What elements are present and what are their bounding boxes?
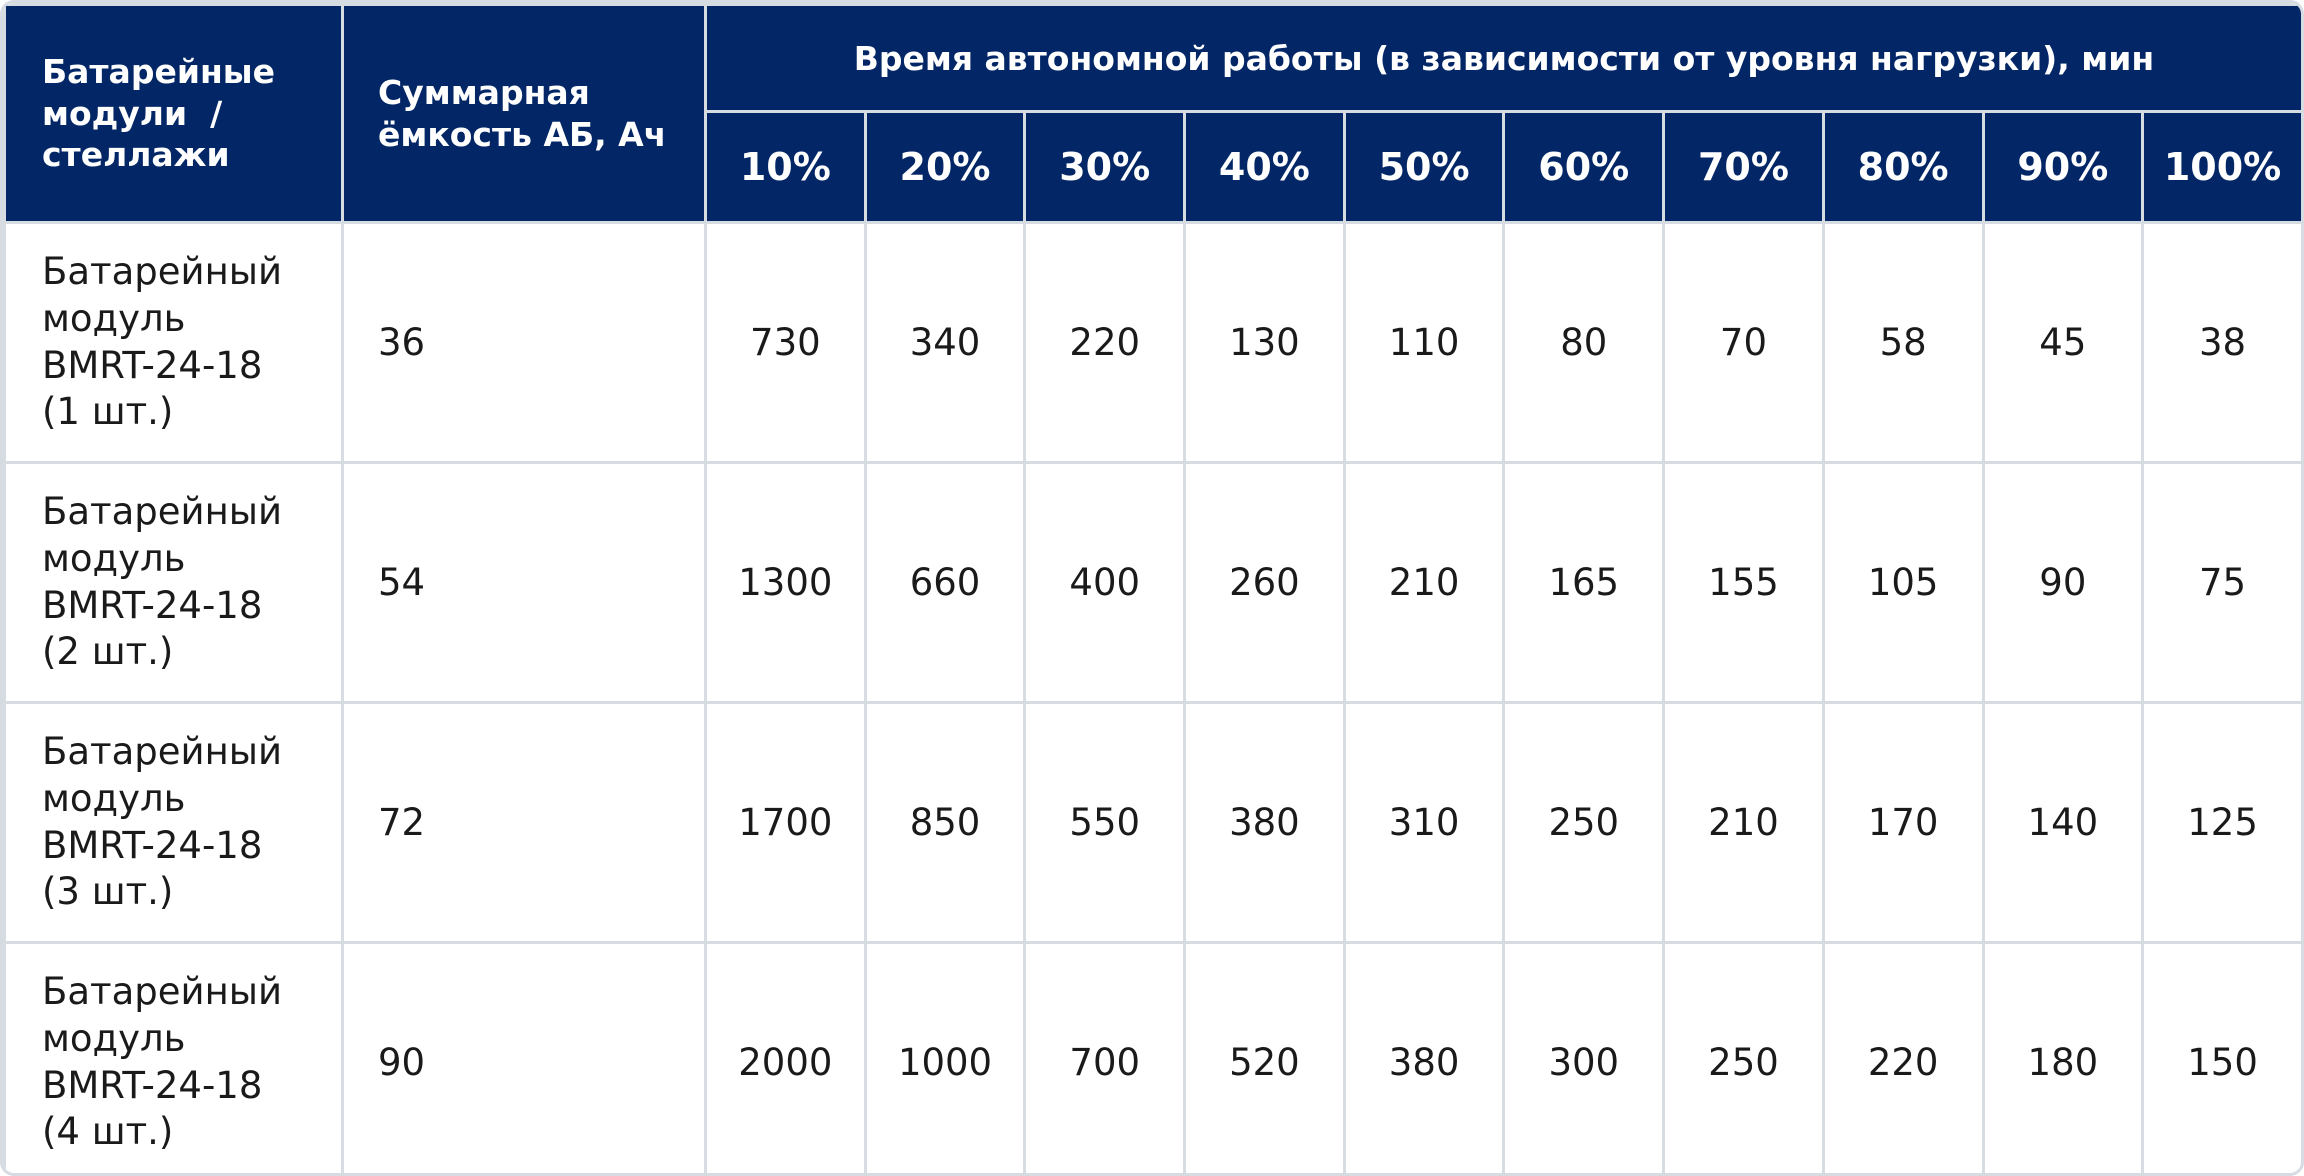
runtime-cell: 380 — [1183, 701, 1346, 944]
runtime-cell: 380 — [1342, 941, 1506, 1173]
module-name-line: (4 шт.) — [42, 1110, 174, 1154]
runtime-cell: 38 — [2141, 221, 2301, 464]
table-header: Батарейные модули / стеллажи Суммарная ё… — [3, 3, 2301, 224]
module-name-cell: Батарейный модуль BMRT-24-18 (1 шт.) — [3, 221, 344, 464]
module-name-cell: Батарейный модуль BMRT-24-18 (3 шт.) — [3, 701, 344, 944]
header-load-10: 10% — [704, 110, 867, 224]
header-line: ёмкость АБ, Ач — [378, 114, 667, 154]
module-name-line: модуль — [42, 1016, 186, 1060]
runtime-cell: 660 — [863, 461, 1027, 704]
table-row: Батарейный модуль BMRT-24-18 (1 шт.) 36 730 34… — [3, 221, 2301, 464]
module-name-line: BMRT-24-18 — [42, 583, 263, 627]
runtime-cell: 220 — [1023, 221, 1187, 464]
load-levels-row: 10% 20% 30% 40% 50% 60% 70% 80% 90% 100% — [5, 110, 2301, 224]
header-line: модули / — [42, 93, 223, 133]
header-runtime-group: Время автономной работы (в зависимости о… — [704, 3, 2301, 113]
header-load-30: 30% — [1023, 110, 1187, 224]
module-name-line: BMRT-24-18 — [42, 1063, 263, 1107]
runtime-cell: 300 — [1502, 941, 1666, 1173]
header-total-capacity: Суммарная ёмкость АБ, Ач — [341, 3, 707, 224]
header-load-100: 100% — [2141, 110, 2301, 224]
table-row: Батарейный модуль BMRT-24-18 (2 шт.) 54 1300 6… — [3, 461, 2301, 704]
runtime-cell: 180 — [1981, 941, 2145, 1173]
table-row: Батарейный модуль BMRT-24-18 (4 шт.) 90 2000 1… — [3, 941, 2301, 1173]
runtime-cell: 165 — [1502, 461, 1666, 704]
module-name-line: (2 шт.) — [42, 630, 174, 674]
module-name-line: BMRT-24-18 — [42, 823, 263, 867]
module-name-line: Батарейный — [42, 250, 283, 294]
runtime-cell: 130 — [1183, 221, 1346, 464]
header-line: стеллажи — [42, 135, 230, 175]
runtime-cell: 250 — [1502, 701, 1666, 944]
runtime-cell: 400 — [1023, 461, 1187, 704]
module-name-line: (1 шт.) — [42, 390, 174, 434]
header-load-50: 50% — [1342, 110, 1506, 224]
capacity-cell: 36 — [341, 221, 707, 464]
runtime-cell: 220 — [1821, 941, 1985, 1173]
header-load-70: 70% — [1662, 110, 1825, 224]
table-body: Батарейный модуль BMRT-24-18 (1 шт.) 36 730 34… — [3, 221, 2301, 1173]
runtime-cell: 340 — [863, 221, 1027, 464]
capacity-cell: 72 — [341, 701, 707, 944]
module-name-line: модуль — [42, 776, 186, 820]
runtime-cell: 90 — [1981, 461, 2145, 704]
runtime-cell: 80 — [1502, 221, 1666, 464]
runtime-cell: 110 — [1342, 221, 1506, 464]
header-load-40: 40% — [1183, 110, 1346, 224]
runtime-cell: 250 — [1662, 941, 1825, 1173]
header-load-80: 80% — [1821, 110, 1985, 224]
header-battery-modules: Батарейные модули / стеллажи — [3, 3, 344, 224]
runtime-cell: 140 — [1981, 701, 2145, 944]
runtime-cell: 155 — [1662, 461, 1825, 704]
runtime-cell: 75 — [2141, 461, 2301, 704]
runtime-cell: 170 — [1821, 701, 1985, 944]
runtime-cell: 1700 — [704, 701, 867, 944]
module-name-line: модуль — [42, 536, 186, 580]
module-name-cell: Батарейный модуль BMRT-24-18 (4 шт.) — [3, 941, 344, 1173]
capacity-cell: 90 — [341, 941, 707, 1173]
runtime-cell: 210 — [1342, 461, 1506, 704]
runtime-cell: 125 — [2141, 701, 2301, 944]
runtime-cell: 2000 — [704, 941, 867, 1173]
runtime-cell: 1300 — [704, 461, 867, 704]
module-name-line: BMRT-24-18 — [42, 343, 263, 387]
runtime-cell: 550 — [1023, 701, 1187, 944]
runtime-cell: 150 — [2141, 941, 2301, 1173]
runtime-cell: 520 — [1183, 941, 1346, 1173]
battery-runtime-table: Батарейные модули / стеллажи Суммарная ё… — [3, 3, 2301, 1173]
header-line: Батарейные — [42, 52, 275, 92]
runtime-cell: 105 — [1821, 461, 1985, 704]
capacity-cell: 54 — [341, 461, 707, 704]
runtime-cell: 730 — [704, 221, 867, 464]
runtime-cell: 700 — [1023, 941, 1187, 1173]
header-load-60: 60% — [1502, 110, 1666, 224]
module-name-line: Батарейный — [42, 970, 283, 1014]
module-name-cell: Батарейный модуль BMRT-24-18 (2 шт.) — [3, 461, 344, 704]
runtime-cell: 70 — [1662, 221, 1825, 464]
module-name-line: Батарейный — [42, 730, 283, 774]
runtime-cell: 260 — [1183, 461, 1346, 704]
runtime-cell: 210 — [1662, 701, 1825, 944]
module-name-line: Батарейный — [42, 490, 283, 534]
module-name-line: (3 шт.) — [42, 870, 174, 914]
header-load-20: 20% — [863, 110, 1027, 224]
module-name-line: модуль — [42, 296, 186, 340]
runtime-cell: 1000 — [863, 941, 1027, 1173]
header-line: Суммарная — [378, 72, 590, 112]
table-row: Батарейный модуль BMRT-24-18 (3 шт.) 72 1700 8… — [3, 701, 2301, 944]
runtime-cell: 45 — [1981, 221, 2145, 464]
runtime-cell: 850 — [863, 701, 1027, 944]
runtime-cell: 58 — [1821, 221, 1985, 464]
header-load-90: 90% — [1981, 110, 2145, 224]
runtime-cell: 310 — [1342, 701, 1506, 944]
